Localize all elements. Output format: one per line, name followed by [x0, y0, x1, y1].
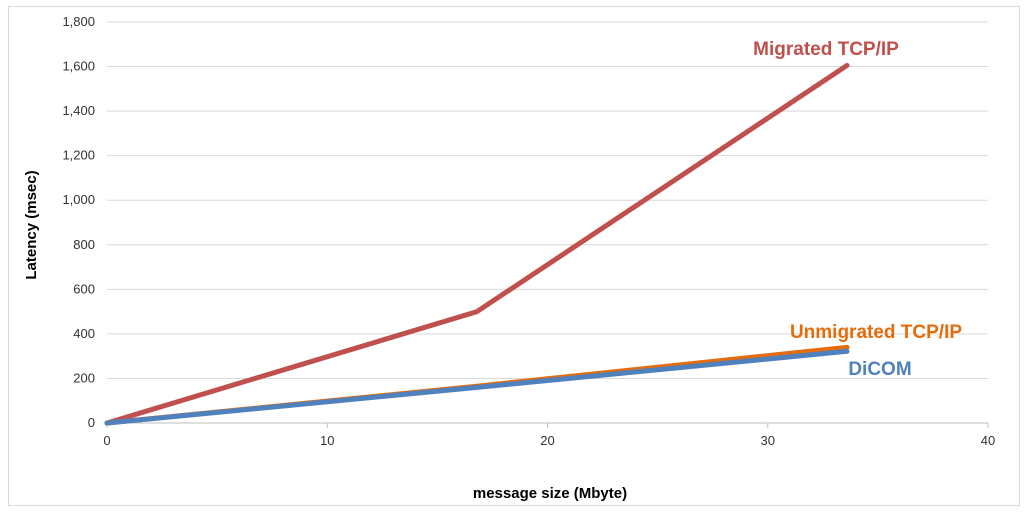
series-label-migrated-tcp-ip: Migrated TCP/IP — [753, 39, 899, 60]
grid-layer — [107, 21, 988, 379]
x-tick-label: 10 — [320, 433, 334, 448]
axis-layer: 0 200 400 600 800 1,000 1,200 1,400 1,600 1,800 0 1… — [62, 14, 995, 448]
y-tick-label: 400 — [73, 326, 95, 341]
series-line-dicom — [104, 348, 850, 426]
x-tick-label: 30 — [761, 433, 775, 448]
x-tick-label: 0 — [103, 433, 110, 448]
chart-frame: 0 200 400 600 800 1,000 1,200 1,400 1,600 1,800 0 1… — [8, 6, 1020, 506]
y-tick-label: 800 — [73, 237, 95, 252]
y-tick-label: 1,400 — [62, 103, 95, 118]
y-tick-label: 1,600 — [62, 59, 95, 74]
series-label-dicom: DiCOM — [848, 359, 911, 380]
y-tick-label: 200 — [73, 370, 95, 385]
y-tick-label: 0 — [88, 415, 95, 430]
series-label-unmigrated-tcp-ip: Unmigrated TCP/IP — [790, 322, 962, 343]
line-chart: 0 200 400 600 800 1,000 1,200 1,400 1,600 1,800 0 1… — [23, 14, 995, 502]
x-axis-title: message size (Mbyte) — [473, 485, 627, 502]
label-layer: Migrated TCP/IP Unmigrated TCP/IP DiCOM — [753, 39, 962, 380]
series-line-migrated-tcp-ip — [104, 62, 850, 426]
x-tick-label: 20 — [540, 433, 554, 448]
y-tick-label: 600 — [73, 281, 95, 296]
y-tick-label: 1,800 — [62, 14, 95, 29]
y-axis-title: Latency (msec) — [23, 170, 40, 279]
y-tick-label: 1,000 — [62, 192, 95, 207]
x-tick-label: 40 — [981, 433, 995, 448]
series-layer — [104, 62, 850, 426]
y-tick-label: 1,200 — [62, 148, 95, 163]
